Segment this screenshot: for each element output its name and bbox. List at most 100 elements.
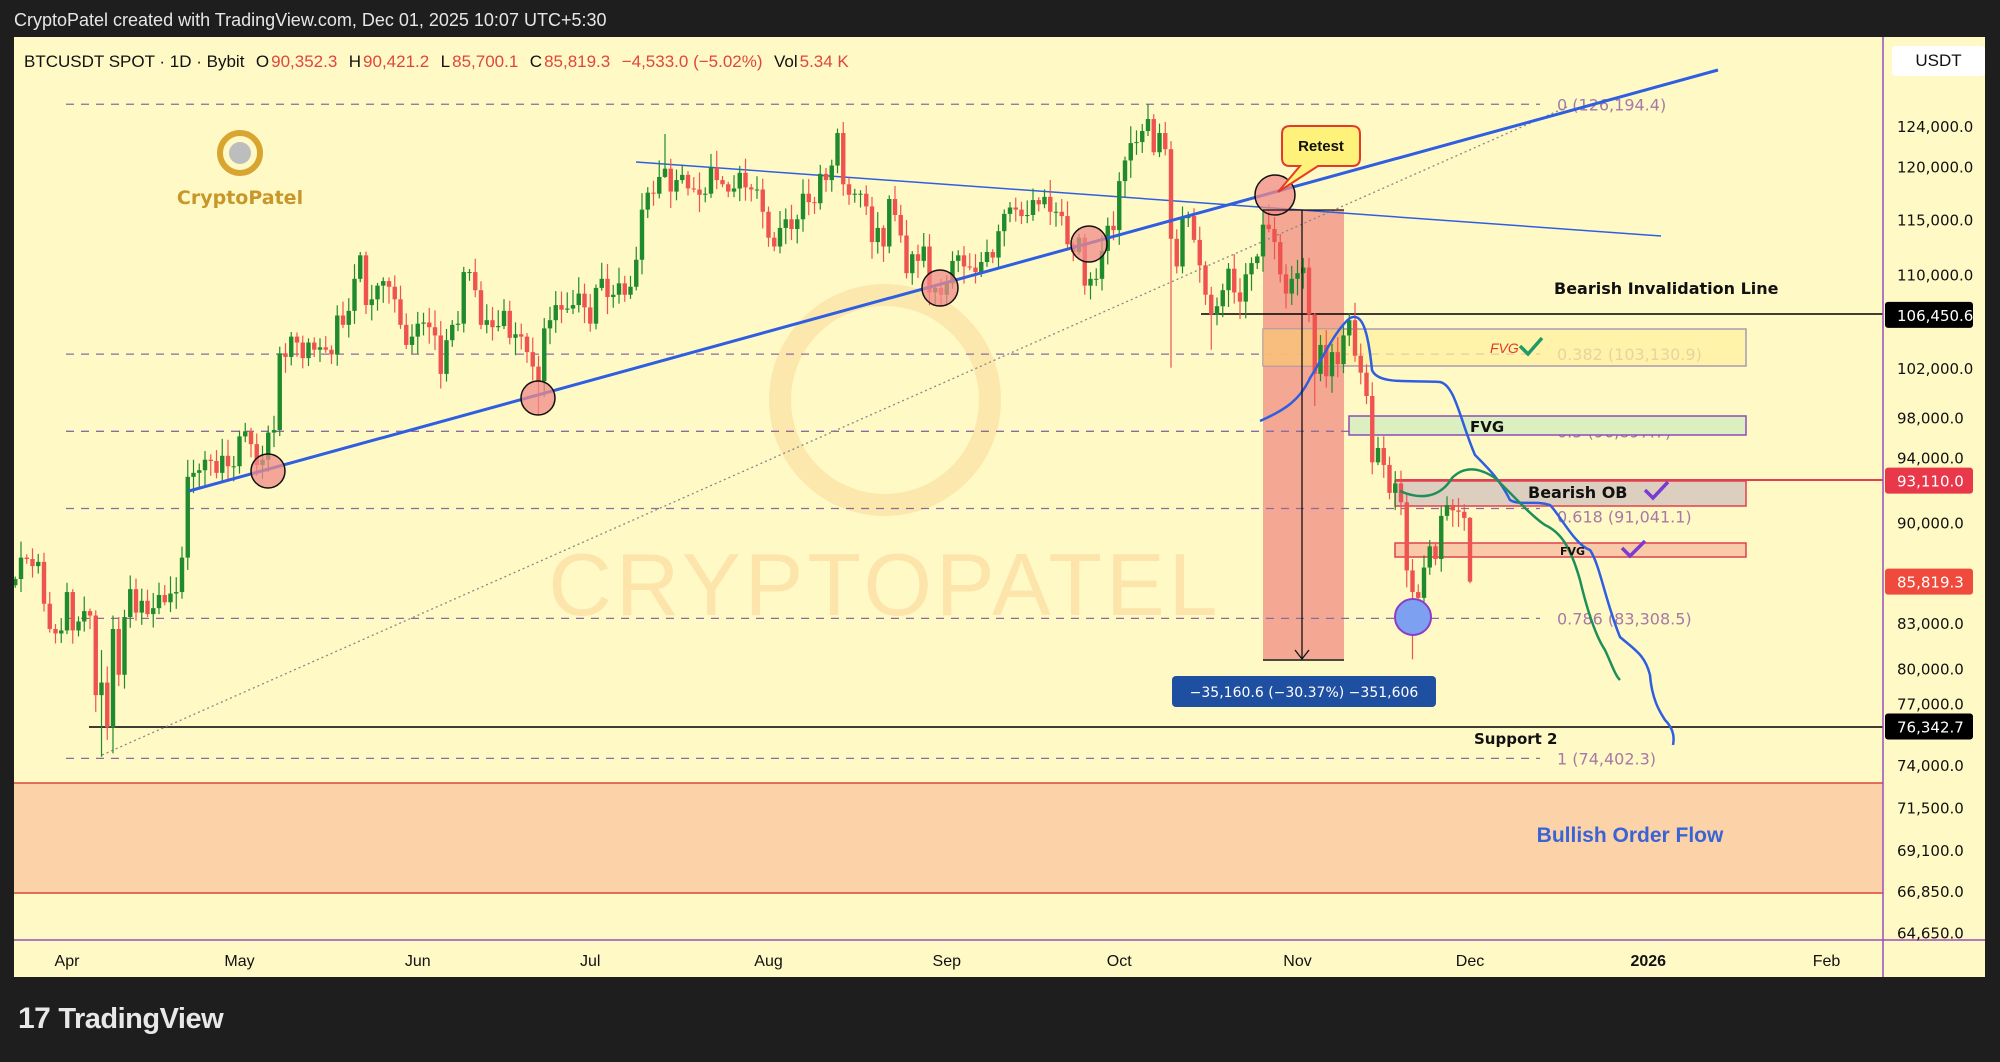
candle-body — [87, 611, 93, 616]
watermark-text: CRYPTOPATEL — [548, 535, 1221, 634]
price-tick-label: 98,000.0 — [1897, 409, 1964, 427]
green-projection-curve — [1399, 468, 1621, 681]
fvg-mid-box — [1348, 415, 1747, 436]
candle-body — [892, 198, 898, 215]
candle-body — [1122, 160, 1128, 182]
candle-body — [812, 202, 817, 204]
candle-body — [1289, 278, 1294, 294]
candle-body — [243, 431, 248, 437]
candle-body — [714, 167, 719, 181]
candle-body — [576, 293, 581, 306]
check-icon — [1620, 539, 1647, 559]
candle-body — [409, 336, 415, 345]
change-value: −4,533.0 (−5.02%) — [621, 52, 763, 71]
candle-body — [14, 579, 18, 586]
candle-body — [754, 189, 760, 191]
candle-body — [369, 299, 374, 306]
candle-body — [1398, 483, 1404, 503]
price-tick-label: 74,000.0 — [1897, 757, 1964, 775]
candle-body — [1329, 352, 1335, 377]
candle-body — [363, 255, 369, 306]
candle-body — [1278, 242, 1283, 275]
currency-button[interactable]: USDT — [1892, 46, 1985, 76]
fvg-mid-label: FVG — [1470, 418, 1504, 436]
candle-body — [1433, 546, 1438, 560]
candle-body — [386, 281, 392, 287]
candle-body — [30, 559, 35, 567]
candle-body — [1450, 504, 1455, 511]
candle-body — [634, 259, 639, 287]
low-value: 85,700.1 — [452, 52, 519, 71]
candle-body — [1088, 278, 1093, 286]
logo-text: CryptoPatel — [177, 187, 303, 209]
candle-body — [829, 165, 834, 181]
candle-body — [800, 193, 806, 220]
candle-body — [841, 133, 846, 185]
candle-body — [59, 630, 64, 634]
candle-body — [1301, 267, 1306, 274]
candle-body — [795, 219, 800, 230]
candle-body — [1410, 570, 1415, 593]
tradingview-mark-icon: 17 — [18, 1002, 51, 1035]
candle-body — [93, 615, 98, 696]
candle-body — [524, 336, 530, 353]
candle-body — [915, 254, 921, 261]
price-label: 85,819.3 — [1897, 574, 1964, 592]
candle-body — [651, 192, 656, 194]
candle-body — [335, 315, 340, 355]
candle-body — [956, 255, 961, 261]
candle-body — [1467, 517, 1473, 582]
measure-arrow-head — [1294, 649, 1310, 661]
candle-body — [168, 593, 173, 603]
candle-body — [720, 180, 725, 185]
candle-body — [1456, 510, 1461, 512]
candle-body — [1048, 196, 1053, 212]
candle-body — [622, 283, 627, 295]
high-value: 90,421.2 — [363, 52, 430, 71]
price-label-box — [1885, 568, 1973, 595]
price-tick-label: 77,000.0 — [1897, 695, 1964, 713]
dotted-trendline — [101, 105, 1570, 756]
fib-level-label: 0 (126,194.4) — [1557, 95, 1666, 114]
candle-body — [145, 600, 150, 615]
candle-body — [1025, 214, 1030, 217]
candle-body — [760, 189, 765, 212]
candle-body — [1209, 294, 1214, 315]
price-axis[interactable]: 124,000.0 120,000.0 115,000.0 110,000.0 102,… — [1885, 118, 1973, 942]
candle-body — [271, 430, 277, 433]
candle-body — [806, 193, 811, 203]
check-icon — [1643, 480, 1670, 501]
candle-body — [1427, 546, 1432, 568]
candle-body — [657, 176, 662, 194]
touch-circle — [520, 380, 556, 416]
candle-body — [588, 307, 593, 324]
candle-body — [340, 315, 346, 325]
candle-body — [1203, 265, 1208, 295]
retest-label: Retest — [1298, 138, 1344, 155]
tradingview-logo[interactable]: 17 TradingView — [18, 1002, 224, 1036]
candle-body — [1444, 504, 1450, 516]
candle-body — [1007, 207, 1013, 214]
time-axis[interactable]: Apr May Jun Jul Aug Sep Oct Nov Dec 2026 Feb — [55, 953, 1841, 970]
candle-body — [110, 628, 116, 728]
candle-body — [1145, 119, 1151, 132]
close-label: C — [529, 52, 543, 71]
candle-body — [248, 431, 254, 445]
candle-body — [1059, 211, 1064, 217]
symbol-label[interactable]: BTCUSDT SPOT · 1D · Bybit — [24, 52, 245, 71]
close-value: 85,819.3 — [544, 52, 611, 71]
candle-body — [628, 286, 633, 295]
candle-body — [404, 324, 409, 345]
candle-body — [967, 266, 972, 268]
candle-body — [151, 608, 156, 615]
candle-body — [116, 628, 121, 675]
candle-body — [1393, 483, 1398, 493]
price-label: 106,450.6 — [1897, 307, 1973, 325]
candle-body — [1013, 207, 1018, 210]
candle-body — [1168, 149, 1174, 239]
candle-body — [639, 209, 645, 260]
candle-body — [743, 172, 748, 188]
candle-body — [352, 278, 357, 311]
candle-body — [1053, 211, 1059, 213]
